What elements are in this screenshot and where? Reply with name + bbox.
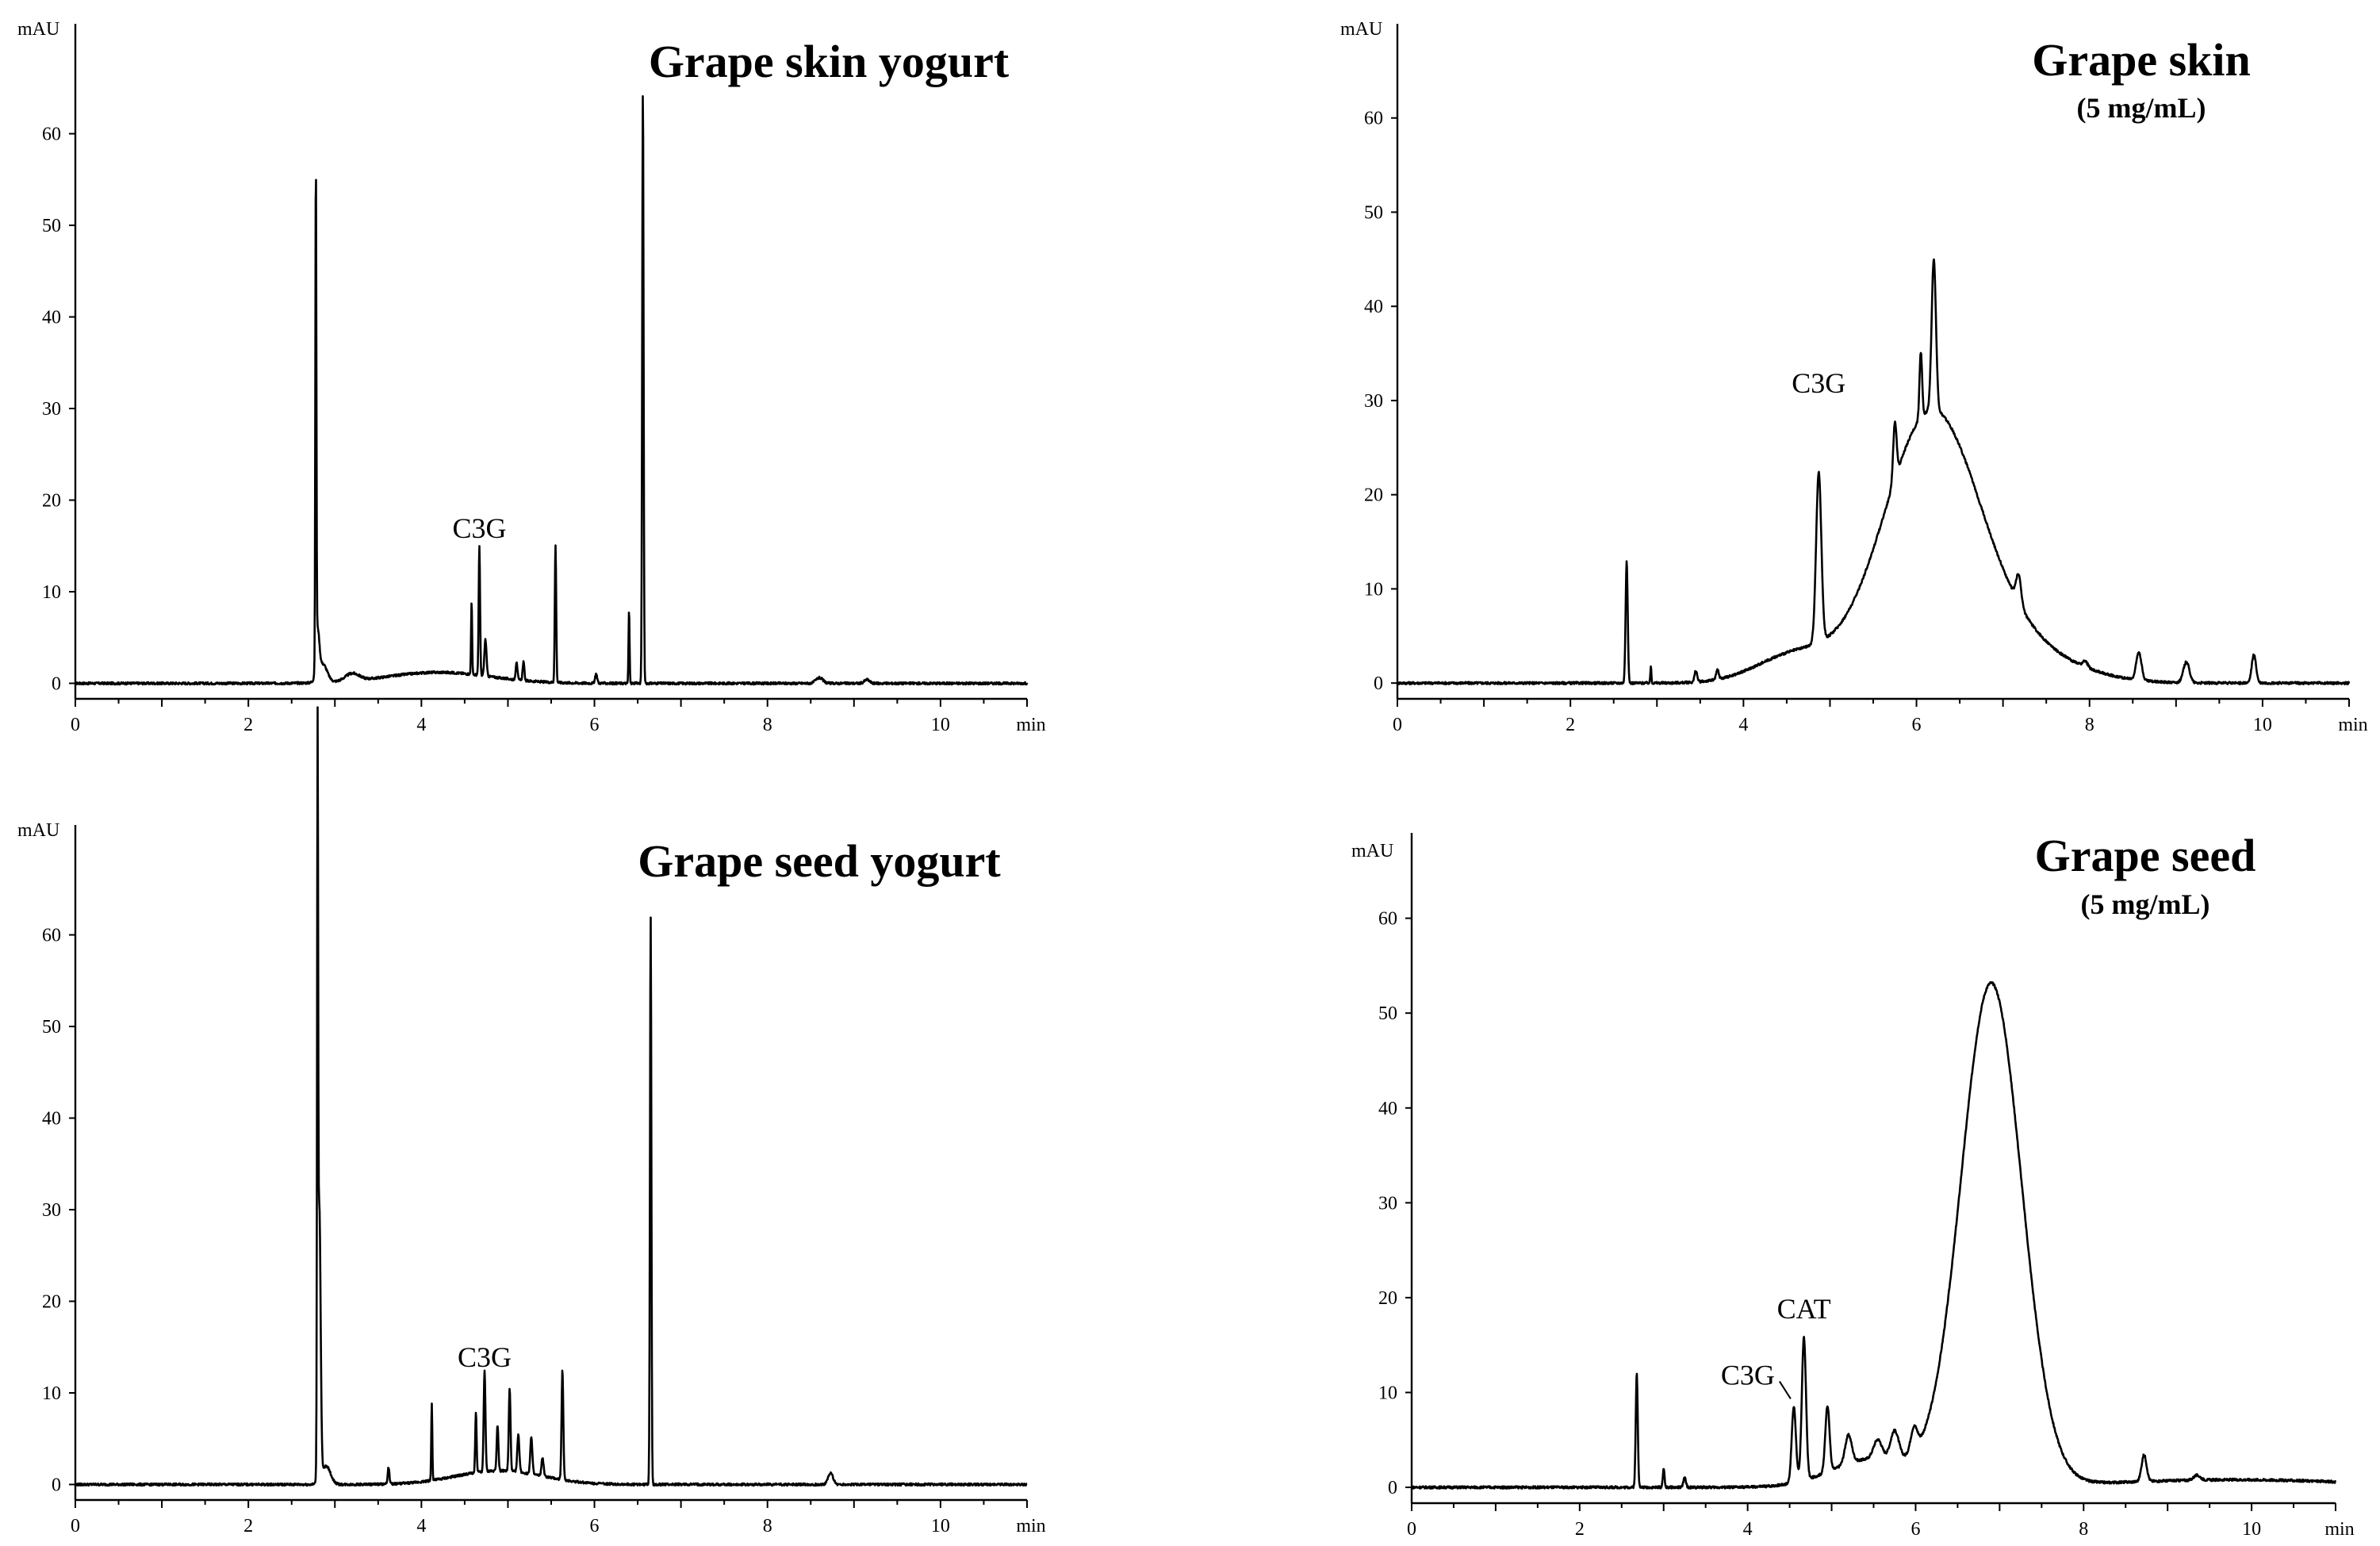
y-tick-label: 0 bbox=[52, 673, 61, 694]
y-tick-label: 50 bbox=[42, 216, 61, 236]
y-tick-label: 40 bbox=[42, 308, 61, 328]
x-tick-label: 6 bbox=[590, 1516, 600, 1536]
x-tick-label: 6 bbox=[590, 715, 600, 735]
chart-title: Grape skin bbox=[2032, 34, 2251, 86]
y-tick-label: 0 bbox=[1388, 1478, 1397, 1498]
x-tick-label: 2 bbox=[243, 1516, 253, 1536]
y-tick-label: 20 bbox=[1364, 485, 1383, 506]
peak-label-c3g: C3G bbox=[1792, 367, 1845, 399]
x-tick-label: 10 bbox=[931, 715, 950, 735]
x-tick-label: 0 bbox=[1407, 1519, 1416, 1540]
y-unit-label: mAU bbox=[17, 19, 59, 40]
y-tick-label: 10 bbox=[42, 1383, 61, 1404]
y-tick-label: 10 bbox=[1378, 1383, 1397, 1403]
y-tick-label: 0 bbox=[52, 1475, 61, 1495]
x-tick-label: 8 bbox=[2079, 1519, 2088, 1540]
y-tick-label: 60 bbox=[1364, 109, 1383, 129]
y-tick-label: 60 bbox=[42, 125, 61, 145]
chart-subtitle: (5 mg/mL) bbox=[2081, 888, 2210, 920]
x-tick-label: 2 bbox=[1575, 1519, 1585, 1540]
chart-subtitle: (5 mg/mL) bbox=[2077, 92, 2206, 124]
y-tick-label: 50 bbox=[42, 1017, 61, 1038]
x-unit-label: min bbox=[1016, 1516, 1045, 1536]
y-tick-label: 10 bbox=[1364, 579, 1383, 600]
y-tick-label: 20 bbox=[1378, 1288, 1397, 1309]
x-tick-label: 4 bbox=[416, 715, 426, 735]
chromatogram-trace bbox=[1396, 258, 2351, 685]
y-tick-label: 30 bbox=[42, 399, 61, 420]
x-tick-label: 4 bbox=[416, 1516, 426, 1536]
x-tick-label: 8 bbox=[763, 1516, 772, 1536]
y-tick-label: 60 bbox=[42, 926, 61, 946]
x-unit-label: min bbox=[2338, 715, 2367, 735]
x-tick-label: 10 bbox=[2253, 715, 2272, 735]
x-tick-label: 0 bbox=[71, 715, 80, 735]
x-tick-label: 0 bbox=[1393, 715, 1402, 735]
y-tick-label: 20 bbox=[42, 1291, 61, 1312]
y-tick-label: 50 bbox=[1378, 1003, 1397, 1024]
x-tick-label: 2 bbox=[1566, 715, 1575, 735]
y-unit-label: mAU bbox=[1351, 841, 1393, 861]
chromatogram-trace bbox=[1411, 980, 2337, 1490]
x-unit-label: min bbox=[2324, 1519, 2354, 1540]
x-tick-label: 0 bbox=[71, 1516, 80, 1536]
y-tick-label: 50 bbox=[1364, 202, 1383, 223]
y-tick-label: 40 bbox=[42, 1109, 61, 1130]
chart-title: Grape seed yogurt bbox=[638, 835, 1001, 887]
peak-label-cat: CAT bbox=[1777, 1293, 1831, 1325]
x-tick-label: 2 bbox=[243, 715, 253, 735]
y-tick-label: 30 bbox=[1378, 1193, 1397, 1214]
x-tick-label: 8 bbox=[763, 715, 772, 735]
y-tick-label: 40 bbox=[1364, 297, 1383, 317]
peak-label-c3g: C3G bbox=[458, 1341, 512, 1373]
x-tick-label: 6 bbox=[1912, 715, 1922, 735]
y-tick-label: 10 bbox=[42, 582, 61, 603]
chart-title: Grape skin yogurt bbox=[649, 36, 1010, 87]
y-unit-label: mAU bbox=[1340, 19, 1382, 40]
peak-label-c3g: C3G bbox=[452, 512, 506, 544]
y-tick-label: 0 bbox=[1374, 673, 1383, 694]
x-tick-label: 4 bbox=[1743, 1519, 1753, 1540]
x-unit-label: min bbox=[1016, 715, 1045, 735]
y-tick-label: 20 bbox=[42, 490, 61, 511]
x-tick-label: 10 bbox=[931, 1516, 950, 1536]
x-tick-label: 8 bbox=[2085, 715, 2094, 735]
chromatogram-trace bbox=[74, 706, 1028, 1487]
y-tick-label: 30 bbox=[1364, 391, 1383, 412]
panel-grape-skin: 0 10 20 30 40 50 60 0 2 4 6 8 10 min mAU Grape skin (5 m… bbox=[1340, 19, 2368, 735]
y-tick-label: 60 bbox=[1378, 909, 1397, 930]
peak-label-c3g: C3G bbox=[1721, 1359, 1775, 1391]
chromatogram-trace bbox=[75, 94, 1029, 686]
panel-grape-seed: 0 10 20 30 40 50 60 0 2 4 6 8 10 min mAU Grape seed (5 m… bbox=[1351, 830, 2355, 1540]
y-tick-label: 40 bbox=[1378, 1099, 1397, 1119]
y-unit-label: mAU bbox=[17, 820, 59, 841]
chart-title: Grape seed bbox=[2035, 830, 2256, 881]
panel-grape-skin-yogurt: 0 10 20 30 40 50 60 0 2 4 6 8 10 min mAU Grape skin yog… bbox=[17, 19, 1046, 735]
y-tick-label: 30 bbox=[42, 1200, 61, 1221]
x-tick-label: 10 bbox=[2242, 1519, 2261, 1540]
peak-leader-line bbox=[1779, 1380, 1792, 1399]
x-tick-label: 6 bbox=[1911, 1519, 1920, 1540]
x-tick-label: 4 bbox=[1738, 715, 1748, 735]
